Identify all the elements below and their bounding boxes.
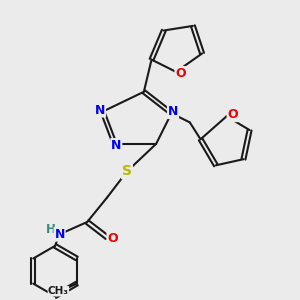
Text: O: O (227, 108, 238, 121)
Text: CH₃: CH₃ (48, 286, 69, 296)
Text: H: H (46, 223, 56, 236)
Text: S: S (122, 164, 132, 178)
Text: O: O (107, 232, 118, 245)
Text: N: N (111, 139, 122, 152)
Text: N: N (95, 104, 105, 117)
Text: N: N (54, 228, 65, 241)
Text: O: O (175, 67, 186, 80)
Text: N: N (168, 105, 178, 118)
